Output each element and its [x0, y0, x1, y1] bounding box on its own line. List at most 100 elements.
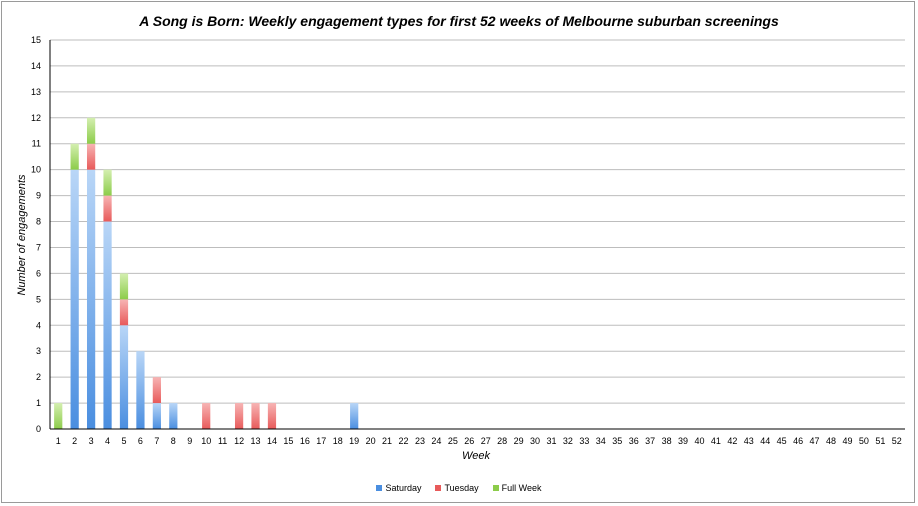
bar-full-week-week-5	[119, 273, 129, 300]
x-tick-label: 41	[711, 436, 721, 446]
bar-tuesday-week-5	[119, 299, 129, 326]
x-tick-label: 43	[744, 436, 754, 446]
bar-saturday-week-4	[103, 221, 112, 429]
chart-legend: Saturday Tuesday Full Week	[0, 483, 918, 493]
x-tick-label: 38	[662, 436, 672, 446]
bar-saturday-week-8	[169, 403, 178, 429]
legend-swatch-tuesday	[435, 485, 442, 491]
x-tick-label: 21	[382, 436, 392, 446]
x-tick-label: 28	[497, 436, 507, 446]
x-tick-label: 31	[546, 436, 556, 446]
x-tick-label: 35	[612, 436, 622, 446]
x-tick-label: 6	[138, 436, 143, 446]
x-tick-label: 37	[645, 436, 655, 446]
x-tick-label: 14	[267, 436, 277, 446]
x-tick-label: 16	[300, 436, 310, 446]
x-tick-label: 13	[251, 436, 261, 446]
y-tick-label: 0	[36, 424, 41, 434]
y-tick-label: 6	[36, 268, 41, 278]
x-tick-label: 33	[579, 436, 589, 446]
x-tick-label: 22	[399, 436, 409, 446]
bar-tuesday-week-7	[152, 377, 161, 404]
bar-saturday-week-6	[136, 351, 145, 429]
x-tick-label: 7	[154, 436, 159, 446]
x-tick-label: 19	[349, 436, 359, 446]
x-tick-label: 52	[892, 436, 902, 446]
legend-swatch-saturday	[376, 485, 383, 491]
y-tick-label: 1	[36, 398, 41, 408]
y-tick-label: 14	[31, 61, 41, 71]
y-tick-label: 11	[32, 139, 41, 149]
y-tick-label: 12	[31, 113, 41, 123]
x-tick-label: 45	[777, 436, 787, 446]
x-tick-label: 9	[187, 436, 192, 446]
x-tick-label: 2	[72, 436, 77, 446]
x-tick-label: 18	[333, 436, 343, 446]
chart-title: A Song is Born: Weekly engagement types …	[139, 13, 779, 29]
x-tick-label: 49	[842, 436, 852, 446]
x-tick-label: 25	[448, 436, 458, 446]
x-axis-label: Week	[462, 450, 490, 462]
x-tick-label: 51	[875, 436, 885, 446]
x-tick-label: 47	[810, 436, 820, 446]
x-tick-label: 12	[234, 436, 244, 446]
legend-item-saturday: Saturday	[376, 483, 421, 493]
y-tick-label: 3	[36, 346, 41, 356]
bar-full-week-week-3	[86, 117, 96, 144]
x-tick-label: 15	[283, 436, 293, 446]
bar-tuesday-week-3	[86, 143, 96, 170]
x-tick-label: 27	[481, 436, 491, 446]
x-tick-label: 26	[464, 436, 474, 446]
x-tick-label: 23	[415, 436, 425, 446]
bar-full-week-week-2	[70, 143, 79, 170]
legend-label-tuesday: Tuesday	[444, 483, 479, 493]
x-tick-label: 11	[218, 436, 227, 446]
bar-full-week-week-1	[54, 403, 63, 429]
x-tick-label: 1	[56, 436, 61, 446]
bar-full-week-week-4	[103, 169, 112, 196]
bar-saturday-week-19	[350, 403, 359, 429]
bar-saturday-week-2	[70, 169, 79, 429]
bar-tuesday-week-10	[202, 403, 211, 429]
x-tick-label: 17	[316, 436, 326, 446]
y-tick-label: 7	[36, 242, 41, 252]
bar-tuesday-week-4	[103, 195, 112, 222]
x-tick-label: 46	[793, 436, 803, 446]
x-tick-label: 20	[366, 436, 376, 446]
y-tick-label: 5	[36, 294, 41, 304]
y-tick-label: 4	[36, 320, 41, 330]
x-tick-label: 39	[678, 436, 688, 446]
bar-tuesday-week-13	[251, 403, 260, 429]
x-tick-label: 40	[694, 436, 704, 446]
x-tick-label: 48	[826, 436, 836, 446]
bar-saturday-week-3	[86, 169, 96, 429]
x-tick-label: 30	[530, 436, 540, 446]
bar-tuesday-week-12	[234, 403, 244, 429]
bar-saturday-week-5	[119, 325, 129, 429]
x-tick-label: 29	[514, 436, 524, 446]
bar-saturday-week-7	[152, 403, 161, 429]
y-tick-label: 2	[36, 372, 41, 382]
y-tick-label: 9	[36, 191, 41, 201]
y-tick-label: 10	[31, 165, 41, 175]
y-tick-label: 13	[31, 87, 41, 97]
x-tick-label: 8	[171, 436, 176, 446]
x-tick-label: 3	[89, 436, 94, 446]
x-tick-label: 24	[431, 436, 441, 446]
legend-label-full-week: Full Week	[501, 483, 542, 493]
legend-item-tuesday: Tuesday	[435, 483, 479, 493]
x-tick-label: 32	[563, 436, 573, 446]
bar-tuesday-week-14	[267, 403, 277, 429]
x-tick-label: 42	[727, 436, 737, 446]
x-tick-label: 5	[121, 436, 126, 446]
legend-swatch-full-week	[492, 485, 499, 491]
x-tick-label: 36	[629, 436, 639, 446]
y-tick-label: 15	[31, 35, 41, 45]
x-tick-label: 34	[596, 436, 606, 446]
legend-label-saturday: Saturday	[385, 483, 422, 493]
legend-item-full-week: Full Week	[492, 483, 542, 493]
x-tick-label: 10	[201, 436, 211, 446]
x-tick-label: 4	[105, 436, 110, 446]
x-tick-label: 44	[760, 436, 770, 446]
